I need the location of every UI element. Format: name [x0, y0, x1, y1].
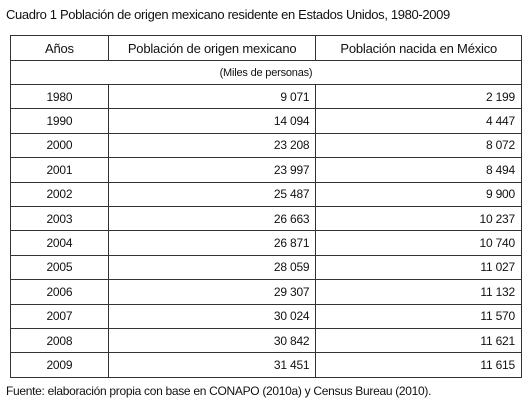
value-cell: 28 059: [107, 254, 317, 281]
value-cell: 9 071: [107, 83, 317, 110]
year-cell: 2002: [10, 181, 109, 207]
unit-cell: (Miles de personas): [10, 60, 522, 85]
year-cell: 1980: [10, 83, 109, 110]
value-cell: 26 871: [107, 230, 317, 256]
data-row: 2000 23 208 8 072: [10, 132, 522, 159]
value-cell: 11 570: [315, 303, 522, 329]
year-cell: 2009: [10, 352, 109, 378]
year-cell: 2007: [10, 303, 109, 329]
value-cell: 25 487: [107, 181, 317, 207]
value-cell: 23 208: [107, 132, 317, 159]
data-row: 1990 14 094 4 447: [10, 108, 522, 134]
table-body: 1980 9 071 2 199 1990 14 094 4 447 2000 23 208 8…: [10, 83, 522, 378]
value-cell: 30 842: [107, 327, 317, 354]
value-cell: 10 237: [315, 205, 522, 232]
table-head: Años Población de origen mexicano Poblac…: [10, 35, 522, 85]
year-cell: 2001: [10, 157, 109, 183]
value-cell: 11 027: [315, 254, 522, 281]
data-row: 1980 9 071 2 199: [10, 83, 522, 110]
year-cell: 2008: [10, 327, 109, 354]
year-cell: 2004: [10, 230, 109, 256]
value-cell: 31 451: [107, 352, 317, 378]
data-row: 2001 23 997 8 494: [10, 157, 522, 183]
data-table: Años Población de origen mexicano Poblac…: [10, 35, 522, 378]
header-row: Años Población de origen mexicano Poblac…: [10, 35, 522, 61]
value-cell: 26 663: [107, 205, 317, 232]
value-cell: 23 997: [107, 157, 317, 183]
value-cell: 11 615: [315, 352, 522, 378]
header-cell: Población nacida en México: [315, 35, 522, 61]
table-title: Cuadro 1 Población de origen mexicano re…: [6, 7, 450, 22]
data-row: 2002 25 487 9 900: [10, 181, 522, 207]
year-cell: 2006: [10, 279, 109, 305]
value-cell: 2 199: [315, 83, 522, 110]
data-row: 2003 26 663 10 237: [10, 205, 522, 232]
unit-row: (Miles de personas): [10, 60, 522, 85]
value-cell: 11 132: [315, 279, 522, 305]
value-cell: 11 621: [315, 327, 522, 354]
value-cell: 14 094: [107, 108, 317, 134]
data-row: 2004 26 871 10 740: [10, 230, 522, 256]
data-row: 2009 31 451 11 615: [10, 352, 522, 378]
value-cell: 29 307: [107, 279, 317, 305]
value-cell: 8 494: [315, 157, 522, 183]
year-cell: 2000: [10, 132, 109, 159]
value-cell: 8 072: [315, 132, 522, 159]
data-row: 2006 29 307 11 132: [10, 279, 522, 305]
year-cell: 2005: [10, 254, 109, 281]
year-cell: 1990: [10, 108, 109, 134]
source-note: Fuente: elaboración propia con base en C…: [6, 384, 432, 398]
value-cell: 10 740: [315, 230, 522, 256]
header-cell: Población de origen mexicano: [107, 35, 317, 61]
value-cell: 30 024: [107, 303, 317, 329]
header-cell: Años: [10, 35, 109, 61]
value-cell: 4 447: [315, 108, 522, 134]
data-row: 2007 30 024 11 570: [10, 303, 522, 329]
year-cell: 2003: [10, 205, 109, 232]
value-cell: 9 900: [315, 181, 522, 207]
data-row: 2005 28 059 11 027: [10, 254, 522, 281]
data-row: 2008 30 842 11 621: [10, 327, 522, 354]
